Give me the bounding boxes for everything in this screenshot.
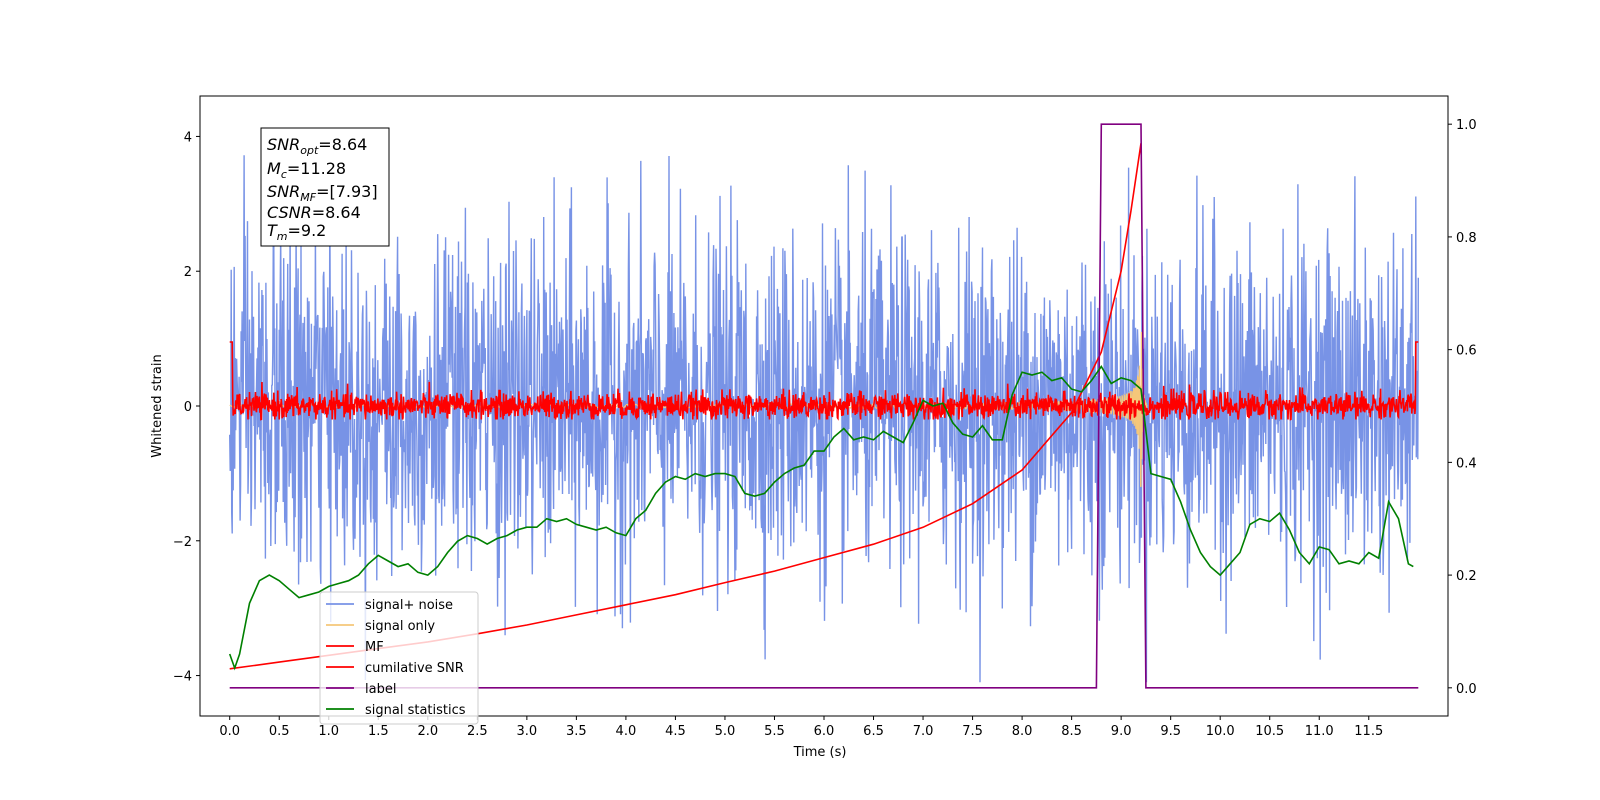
info-box: SNRopt=8.64 Mc=11.28 SNRMF=[7.93] CSNR=8… bbox=[260, 127, 390, 247]
legend-label: cumilative SNR bbox=[365, 661, 464, 676]
y-axis-right: 0.0 0.2 0.4 0.6 0.8 1.0 bbox=[1448, 118, 1477, 697]
x-tick-label: 11.5 bbox=[1354, 724, 1383, 739]
info-mc-label: M bbox=[267, 159, 281, 178]
x-tick-label: 3.5 bbox=[566, 724, 587, 739]
x-tick-label: 5.0 bbox=[715, 724, 736, 739]
legend-label: signal+ noise bbox=[365, 598, 453, 613]
info-mc: Mc=11.28 bbox=[267, 159, 346, 181]
info-tm-label: T bbox=[267, 221, 278, 240]
info-box-frame bbox=[260, 127, 390, 247]
legend-label: signal only bbox=[365, 619, 435, 634]
info-snr-mf: SNRMF=[7.93] bbox=[267, 182, 378, 204]
info-mc-value: =11.28 bbox=[287, 159, 346, 178]
x-tick-label: 1.0 bbox=[318, 724, 339, 739]
y2-tick-label: 0.8 bbox=[1456, 231, 1477, 246]
info-snr-opt-label: SNR bbox=[267, 135, 300, 154]
x-tick-label: 2.0 bbox=[417, 724, 438, 739]
info-tm-sub: m bbox=[277, 230, 288, 243]
x-tick-label: 8.0 bbox=[1012, 724, 1033, 739]
x-tick-label: 7.5 bbox=[962, 724, 983, 739]
y-axis-label: Whitened strain bbox=[150, 354, 165, 457]
legend-label: MF bbox=[365, 640, 384, 655]
info-snr-opt-sub: opt bbox=[300, 144, 319, 157]
y-tick-label: 0 bbox=[184, 400, 192, 415]
x-tick-label: 4.5 bbox=[665, 724, 686, 739]
info-tm: Tm=9.2 bbox=[267, 221, 326, 243]
x-tick-label: 7.0 bbox=[913, 724, 934, 739]
y2-tick-label: 1.0 bbox=[1456, 118, 1477, 133]
y-tick-label: 2 bbox=[184, 265, 192, 280]
y2-tick-label: 0.6 bbox=[1456, 344, 1477, 359]
y-tick-label: −4 bbox=[173, 670, 192, 685]
x-tick-label: 10.5 bbox=[1255, 724, 1284, 739]
info-csnr-value: =8.64 bbox=[312, 203, 361, 222]
series-label-line bbox=[229, 123, 1419, 689]
x-tick-label: 6.0 bbox=[814, 724, 835, 739]
x-tick-label: 2.5 bbox=[467, 724, 488, 739]
x-tick-label: 5.5 bbox=[764, 724, 785, 739]
info-snr-mf-sub: MF bbox=[300, 191, 316, 204]
y-tick-label: 4 bbox=[184, 130, 192, 145]
legend-label: label bbox=[365, 682, 396, 697]
y-tick-label: −2 bbox=[173, 535, 192, 550]
x-tick-label: 10.0 bbox=[1206, 724, 1235, 739]
y2-tick-label: 0.0 bbox=[1456, 682, 1477, 697]
info-tm-value: =9.2 bbox=[288, 221, 327, 240]
x-tick-label: 1.5 bbox=[368, 724, 389, 739]
x-tick-label: 8.5 bbox=[1061, 724, 1082, 739]
legend-frame bbox=[319, 591, 479, 725]
info-mc-sub: c bbox=[281, 168, 287, 181]
info-snr-opt-value: =8.64 bbox=[318, 135, 367, 154]
x-tick-label: 3.0 bbox=[517, 724, 538, 739]
x-tick-label: 4.0 bbox=[616, 724, 637, 739]
x-tick-label: 11.0 bbox=[1305, 724, 1334, 739]
info-csnr-label: CSNR bbox=[267, 203, 312, 222]
series-mf-line bbox=[229, 341, 1419, 421]
x-tick-label: 6.5 bbox=[863, 724, 884, 739]
info-csnr: CSNR=8.64 bbox=[267, 203, 361, 222]
y2-tick-label: 0.4 bbox=[1456, 456, 1477, 471]
y-axis-left: −4 −2 0 2 4 bbox=[173, 130, 200, 685]
info-snr-mf-value: =[7.93] bbox=[316, 182, 378, 201]
x-tick-label: 9.0 bbox=[1111, 724, 1132, 739]
legend-label: signal statistics bbox=[365, 703, 466, 718]
x-axis-label: Time (s) bbox=[793, 745, 847, 760]
x-tick-label: 9.5 bbox=[1160, 724, 1181, 739]
y2-tick-label: 0.2 bbox=[1456, 569, 1477, 584]
legend: signal+ noise signal only MF cumilative SNR… bbox=[319, 591, 479, 725]
x-axis: 0.0 0.5 1.0 1.5 2.0 2.5 3.0 3.5 4.0 4.5 5.0 5.5 6.0 6… bbox=[219, 716, 1383, 739]
x-tick-label: 0.5 bbox=[269, 724, 290, 739]
info-snr-mf-label: SNR bbox=[267, 182, 300, 201]
x-tick-label: 0.0 bbox=[219, 724, 240, 739]
series-signal-statistics-line bbox=[228, 365, 1414, 671]
info-snr-opt: SNRopt=8.64 bbox=[267, 135, 367, 157]
